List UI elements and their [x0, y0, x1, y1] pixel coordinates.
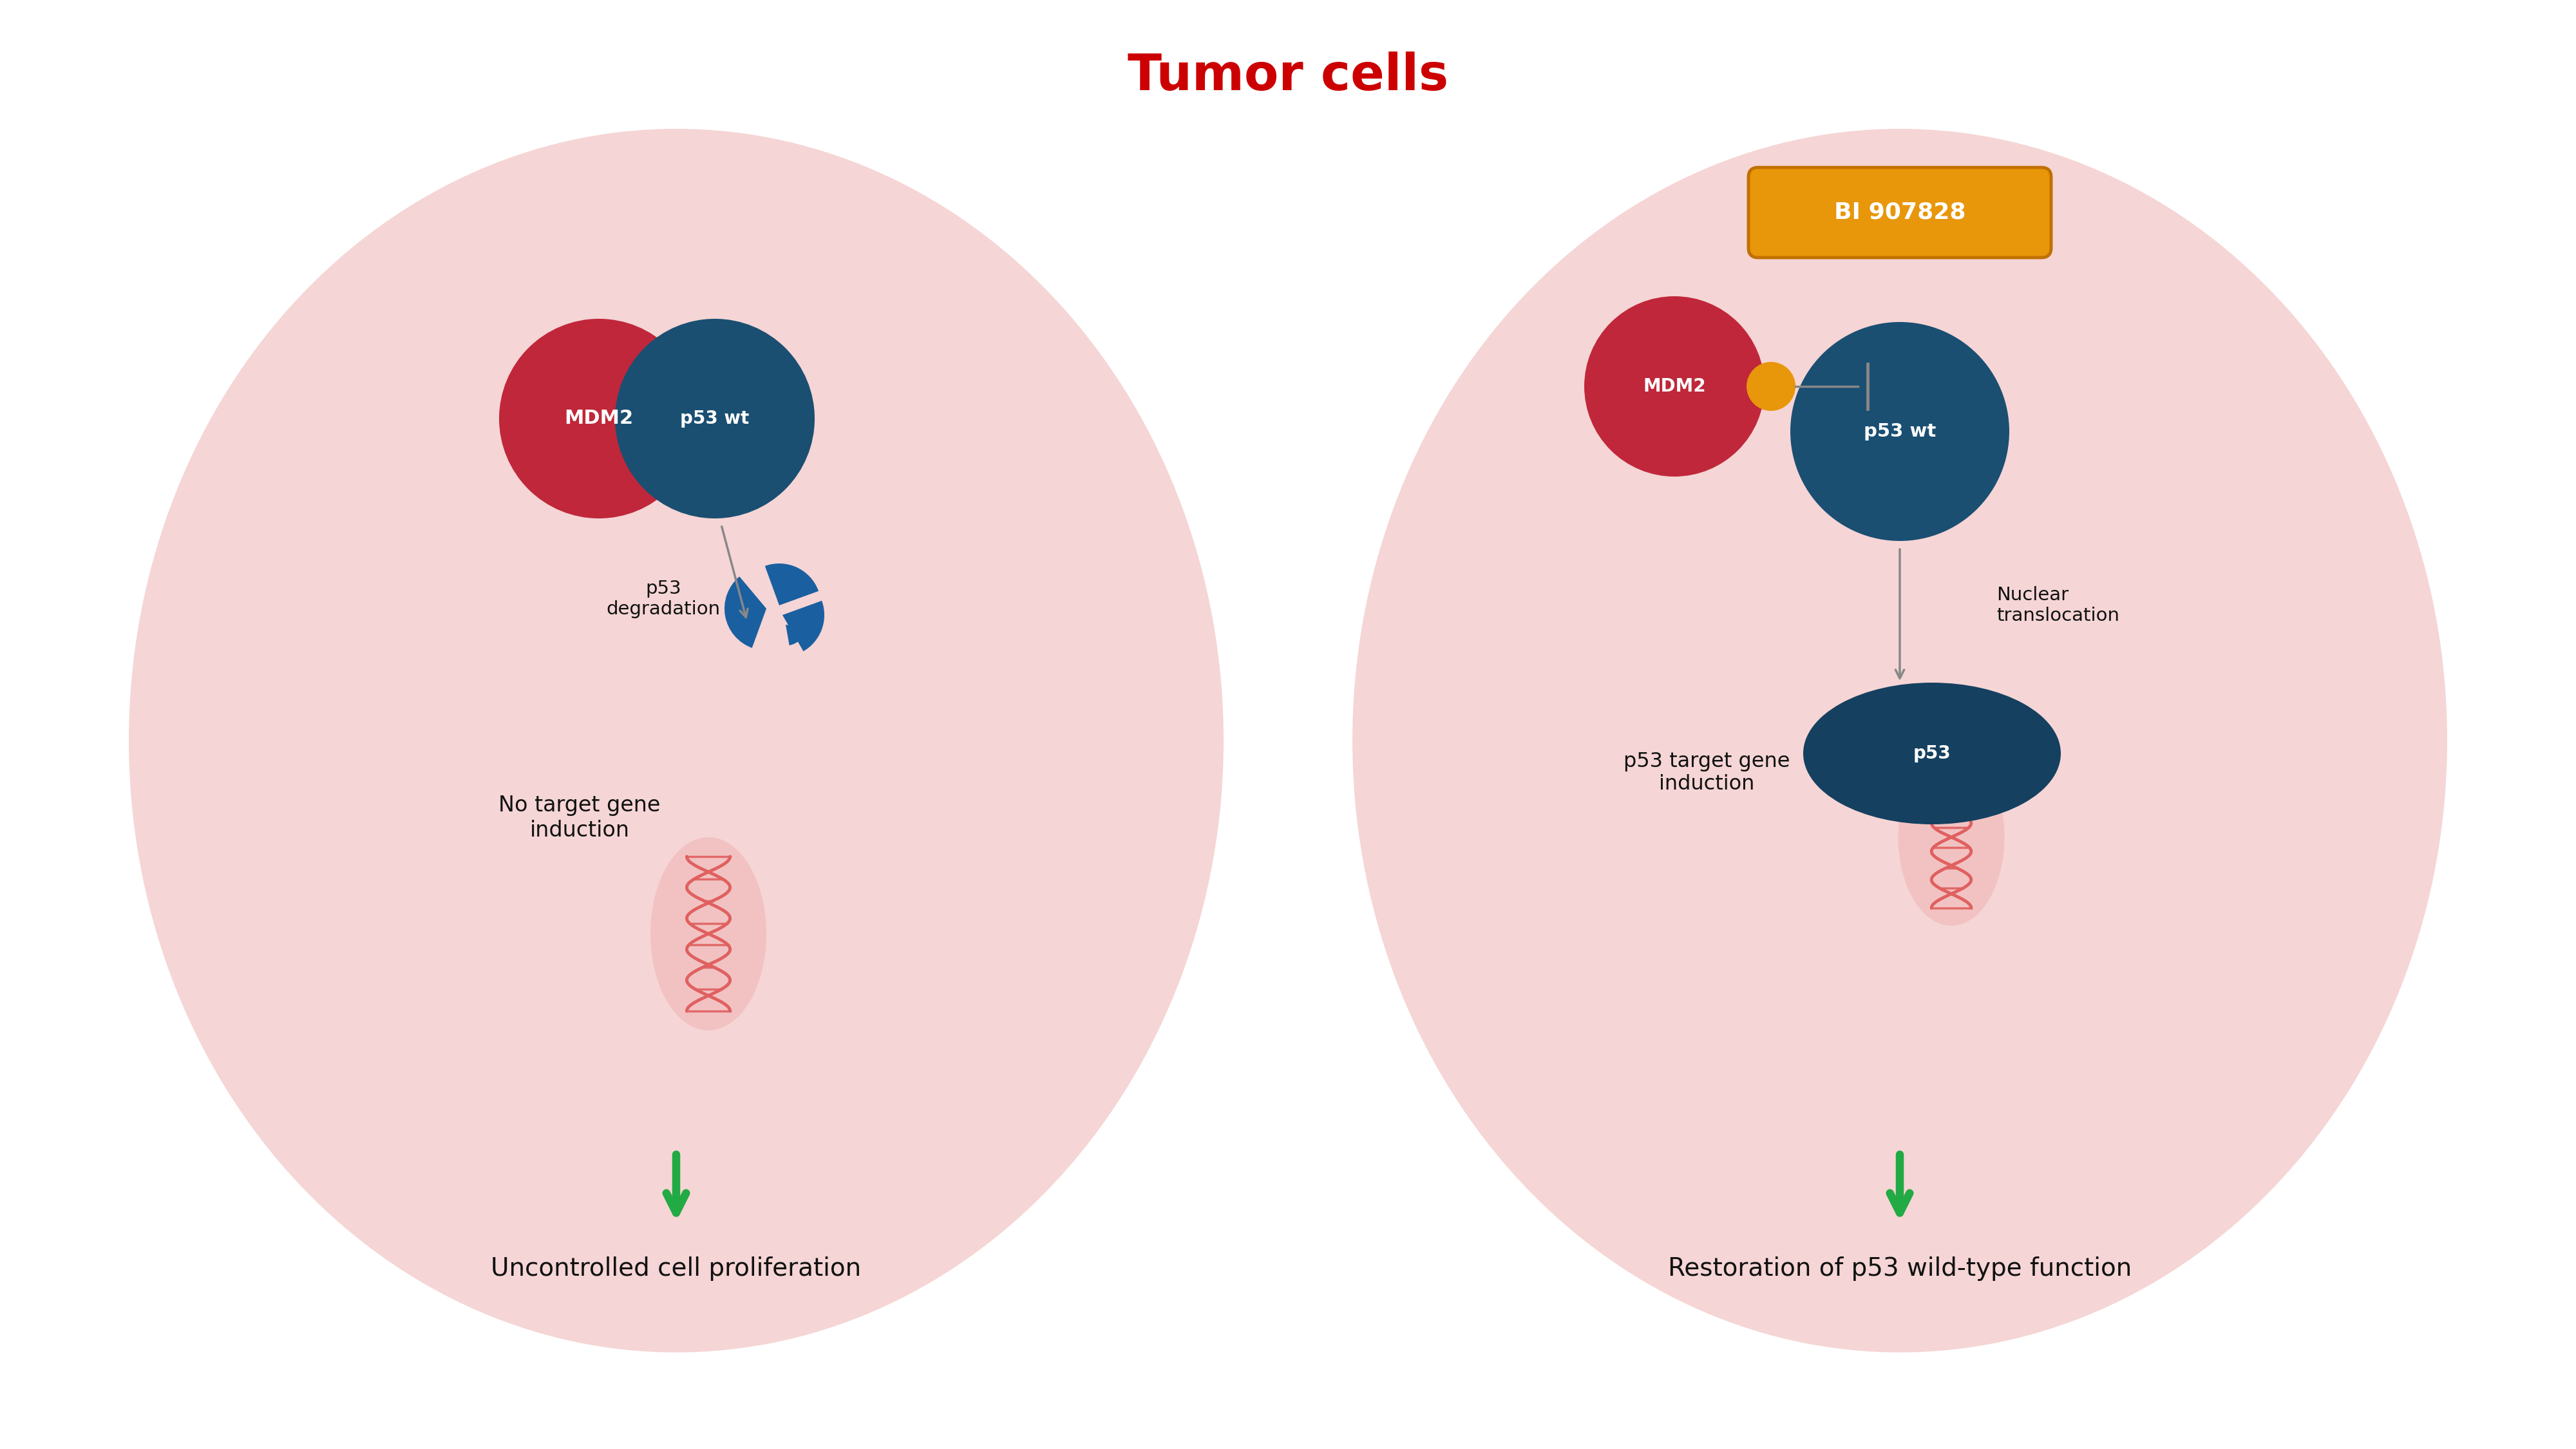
Text: p53 wt: p53 wt — [680, 410, 750, 427]
Circle shape — [1790, 322, 2009, 540]
Text: p53
degradation: p53 degradation — [605, 580, 721, 619]
Text: Tumor cells: Tumor cells — [1128, 52, 1448, 100]
Text: Uncontrolled cell proliferation: Uncontrolled cell proliferation — [492, 1256, 860, 1281]
Text: Nuclear
translocation: Nuclear translocation — [1996, 585, 2120, 625]
Text: MDM2: MDM2 — [1643, 377, 1705, 396]
Wedge shape — [765, 564, 819, 606]
Circle shape — [1747, 362, 1795, 412]
Ellipse shape — [1803, 682, 2061, 824]
Text: p53: p53 — [1914, 745, 1950, 762]
Ellipse shape — [1899, 749, 2004, 926]
Text: p53 target gene
induction: p53 target gene induction — [1623, 751, 1790, 794]
Wedge shape — [783, 601, 824, 651]
Wedge shape — [724, 577, 768, 648]
FancyBboxPatch shape — [1749, 168, 2050, 258]
Text: Restoration of p53 wild-type function: Restoration of p53 wild-type function — [1667, 1256, 2133, 1281]
Text: No target gene
induction: No target gene induction — [500, 796, 659, 840]
Ellipse shape — [649, 838, 768, 1030]
Circle shape — [616, 319, 814, 519]
Wedge shape — [786, 625, 806, 645]
Circle shape — [500, 319, 698, 519]
Text: BI 907828: BI 907828 — [1834, 201, 1965, 223]
Text: MDM2: MDM2 — [564, 409, 634, 427]
Circle shape — [1584, 296, 1765, 477]
Ellipse shape — [1352, 129, 2447, 1352]
Text: p53 wt: p53 wt — [1862, 423, 1937, 440]
Ellipse shape — [129, 129, 1224, 1352]
